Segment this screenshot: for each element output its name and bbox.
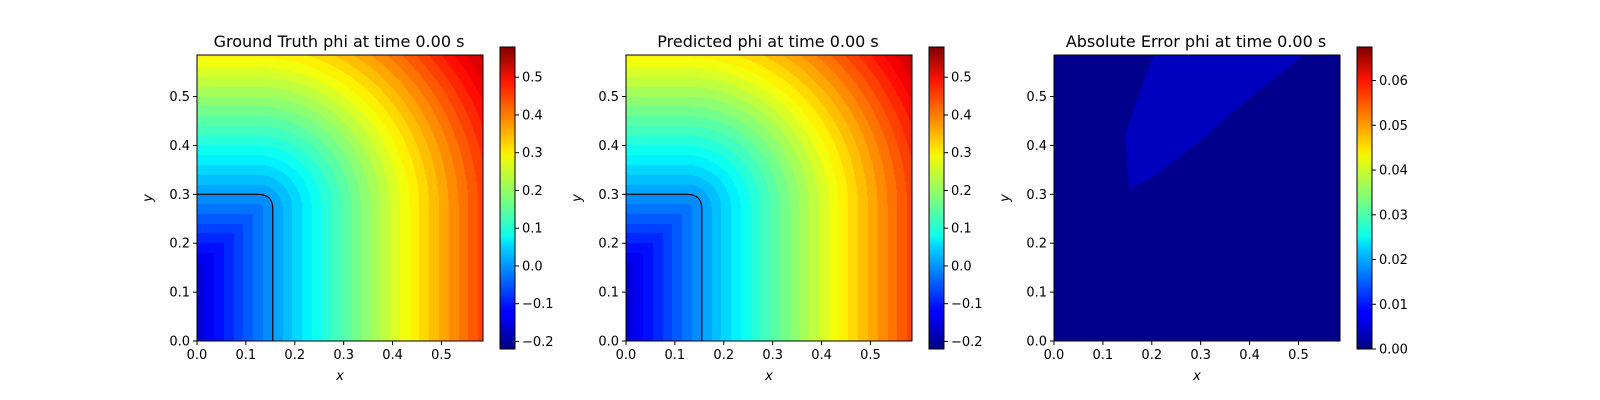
y-axis-label: y bbox=[141, 194, 156, 203]
panel-predicted: Predicted phi at time 0.00 s 0.0 0.1 0.2 0.… bbox=[570, 32, 983, 384]
y-tick-label: 0.5 bbox=[1026, 90, 1047, 105]
colorbar-tick-label: −0.2 bbox=[522, 335, 554, 350]
x-tick-label: 0.2 bbox=[1141, 348, 1162, 363]
colorbar-tick-label: −0.1 bbox=[951, 297, 983, 312]
x-tick-label: 0.2 bbox=[284, 348, 305, 363]
axes-frame bbox=[625, 54, 913, 342]
chart-title: Ground Truth phi at time 0.00 s bbox=[214, 32, 465, 51]
y-tick-label: 0.3 bbox=[598, 188, 619, 203]
x-tick-label: 0.5 bbox=[431, 348, 452, 363]
y-tick-label: 0.4 bbox=[598, 139, 619, 154]
y-tick-label: 0.3 bbox=[169, 188, 190, 203]
colorbar-tick-label: 0.0 bbox=[522, 259, 543, 274]
x-axis-label: x bbox=[764, 369, 773, 384]
colorbar-tick-label: −0.2 bbox=[951, 335, 983, 350]
colorbar-tick-label: 0.5 bbox=[951, 71, 972, 86]
x-tick-label: 0.0 bbox=[1044, 348, 1065, 363]
zero-contour-line bbox=[626, 193, 703, 341]
panel-ground-truth: Ground Truth phi at time 0.00 s 0.0 0.1 0.… bbox=[141, 32, 554, 384]
y-tick-label: 0.2 bbox=[598, 237, 619, 252]
colorbar-tick-label: 0.00 bbox=[1379, 343, 1408, 358]
y-tick-label: 0.2 bbox=[169, 237, 190, 252]
y-axis-label: y bbox=[570, 194, 585, 203]
axes-frame bbox=[196, 54, 484, 342]
y-tick-label: 0.0 bbox=[169, 335, 190, 350]
x-axis-label: x bbox=[335, 369, 344, 384]
y-tick-label: 0.1 bbox=[1026, 286, 1047, 301]
y-tick-label: 0.3 bbox=[1026, 188, 1047, 203]
colorbar-tick-label: 0.1 bbox=[522, 222, 543, 237]
zero-contour-line bbox=[197, 193, 274, 341]
y-tick-label: 0.1 bbox=[598, 286, 619, 301]
colorbar-tick-label: 0.2 bbox=[522, 184, 543, 199]
colorbar-tick-label: 0.4 bbox=[951, 108, 972, 123]
chart-title: Predicted phi at time 0.00 s bbox=[657, 32, 878, 51]
y-tick-label: 0.5 bbox=[598, 90, 619, 105]
y-tick-label: 0.2 bbox=[1026, 237, 1047, 252]
y-tick-label: 0.1 bbox=[169, 286, 190, 301]
x-axis-label: x bbox=[1192, 369, 1201, 384]
axes-frame bbox=[1053, 54, 1341, 342]
colorbar bbox=[499, 46, 516, 350]
colorbar-tick-label: 0.0 bbox=[951, 259, 972, 274]
y-axis-label: y bbox=[998, 194, 1013, 203]
x-tick-label: 0.3 bbox=[1190, 348, 1211, 363]
x-tick-label: 0.5 bbox=[1288, 348, 1309, 363]
y-tick-label: 0.0 bbox=[598, 335, 619, 350]
colorbar-tick-label: 0.04 bbox=[1379, 164, 1408, 179]
chart-title: Absolute Error phi at time 0.00 s bbox=[1066, 32, 1326, 51]
x-tick-label: 0.4 bbox=[811, 348, 832, 363]
colorbar-tick-label: 0.06 bbox=[1379, 74, 1408, 89]
colorbar bbox=[1356, 46, 1373, 350]
y-tick-label: 0.4 bbox=[169, 139, 190, 154]
colorbar-tick-label: 0.05 bbox=[1379, 119, 1408, 134]
colorbar-tick-label: 0.2 bbox=[951, 184, 972, 199]
x-tick-label: 0.5 bbox=[860, 348, 881, 363]
x-tick-label: 0.2 bbox=[713, 348, 734, 363]
colorbar-tick-label: 0.1 bbox=[951, 222, 972, 237]
colorbar-tick-label: 0.01 bbox=[1379, 298, 1408, 313]
colorbar-tick-label: 0.3 bbox=[522, 146, 543, 161]
x-tick-label: 0.3 bbox=[762, 348, 783, 363]
x-tick-label: 0.3 bbox=[333, 348, 354, 363]
x-tick-label: 0.0 bbox=[616, 348, 637, 363]
heatmap-image bbox=[626, 55, 912, 341]
colorbar-tick-label: 0.02 bbox=[1379, 253, 1408, 268]
heatmap-image bbox=[197, 55, 483, 341]
colorbar-tick-label: 0.03 bbox=[1379, 208, 1408, 223]
x-tick-label: 0.1 bbox=[236, 348, 257, 363]
y-tick-label: 0.0 bbox=[1026, 335, 1047, 350]
y-tick-label: 0.4 bbox=[1026, 139, 1047, 154]
panel-absolute-error: Absolute Error phi at time 0.00 s 0.0 0.1… bbox=[998, 32, 1408, 384]
x-tick-label: 0.1 bbox=[665, 348, 686, 363]
x-tick-label: 0.4 bbox=[382, 348, 403, 363]
colorbar-tick-label: 0.5 bbox=[522, 71, 543, 86]
colorbar-tick-label: −0.1 bbox=[522, 297, 554, 312]
colorbar-tick-label: 0.3 bbox=[951, 146, 972, 161]
colorbar-tick-label: 0.4 bbox=[522, 108, 543, 123]
x-tick-label: 0.4 bbox=[1239, 348, 1260, 363]
y-tick-label: 0.5 bbox=[169, 90, 190, 105]
x-tick-label: 0.0 bbox=[187, 348, 208, 363]
heatmap-image bbox=[1054, 55, 1340, 341]
colorbar bbox=[928, 46, 945, 350]
x-tick-label: 0.1 bbox=[1093, 348, 1114, 363]
